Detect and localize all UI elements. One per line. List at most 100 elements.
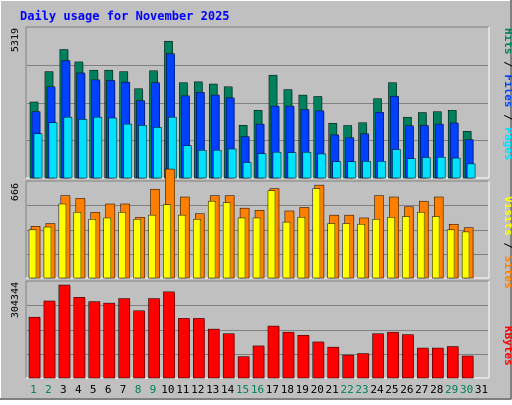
sites-bar	[133, 219, 141, 279]
sites-bar	[193, 219, 201, 279]
pages-bar	[138, 125, 147, 179]
kbytes-bar	[297, 334, 310, 379]
sites-bar	[342, 223, 350, 279]
x-day-label: 2	[45, 383, 52, 396]
sites-bar	[178, 214, 186, 279]
sites-bar	[387, 217, 395, 279]
x-day-label: 6	[105, 383, 112, 396]
sites-bar	[28, 229, 37, 279]
legend-visits: Visits	[502, 196, 512, 236]
pages-bar	[242, 162, 252, 179]
x-day-label: 7	[120, 383, 127, 396]
x-day-label: 16	[251, 383, 264, 396]
legend-visits-sites: Visits / Sites	[502, 196, 512, 289]
sites-bar	[207, 200, 216, 279]
x-day-label: 24	[370, 383, 384, 396]
kbytes-bar	[282, 331, 295, 379]
x-day-label: 21	[326, 383, 339, 396]
kbytes-bar	[28, 316, 41, 379]
sites-bar	[372, 219, 380, 279]
kbytes-panel	[25, 280, 490, 379]
pages-bar	[33, 133, 43, 179]
kbytes-bar	[432, 347, 444, 379]
x-day-label: 3	[60, 383, 67, 396]
sites-bar	[312, 188, 321, 279]
x-day-label: 12	[191, 383, 204, 396]
legend-files: Files	[502, 74, 512, 107]
x-day-label: 8	[135, 383, 142, 396]
x-day-label: 30	[460, 383, 473, 396]
x-day-label: 26	[400, 383, 413, 396]
kbytes-bar	[252, 345, 265, 379]
x-day-label: 31	[475, 383, 488, 396]
kbytes-bar	[446, 346, 459, 379]
kbytes-bar	[73, 297, 86, 379]
pages-bar	[377, 161, 386, 179]
sites-bar	[43, 226, 52, 279]
pages-bar	[257, 153, 267, 179]
sites-bar	[267, 190, 276, 279]
chart-title: Daily usage for November 2025	[20, 9, 230, 23]
pages-bar	[302, 152, 312, 179]
kbytes-bar	[417, 347, 429, 379]
legend-sep: /	[502, 61, 512, 68]
legend-sep: /	[502, 242, 512, 249]
kbytes-bar	[163, 291, 175, 379]
sites-bar	[327, 223, 335, 279]
sites-bar	[118, 212, 126, 279]
pages-bar	[212, 150, 222, 179]
pages-bar	[332, 161, 341, 179]
sites-bar	[103, 217, 111, 279]
sites-bar	[237, 217, 246, 279]
x-day-label: 23	[355, 383, 368, 396]
sites-bar	[461, 231, 470, 279]
x-day-label: 4	[75, 383, 82, 396]
x-day-label: 22	[340, 383, 353, 396]
legend-sites: Sites	[502, 256, 512, 289]
kbytes-bar	[88, 301, 100, 379]
kbytes-bar	[222, 333, 235, 379]
sites-bar	[163, 204, 171, 279]
kbytes-bar	[267, 325, 280, 379]
pages-bar	[437, 157, 446, 179]
sites-bar	[58, 203, 67, 279]
pages-bar	[48, 122, 58, 179]
kbytes-bar	[237, 356, 250, 379]
kbytes-bar	[327, 346, 339, 379]
legend-pages: Pages	[502, 127, 512, 160]
x-day-label: 1	[30, 383, 37, 396]
sites-bar	[417, 212, 425, 279]
sites-bar	[252, 217, 261, 279]
kbytes-bar	[58, 284, 71, 379]
kbytes-bar	[103, 302, 115, 379]
x-day-label: 19	[296, 383, 309, 396]
kbytes-bar	[148, 298, 160, 379]
x-day-label: 15	[236, 383, 249, 396]
pages-bar	[466, 163, 476, 179]
pages-bar	[272, 152, 282, 179]
kbytes-axis-max-label: 304344	[10, 282, 21, 318]
sites-bar	[297, 217, 306, 279]
sites-bar	[432, 216, 440, 279]
x-axis-day-labels: 1 2 3 4 5 6 7 8 9 10 11 12 13 14 15 16 17 18 19 20 21 22 23 24 2…	[30, 383, 488, 396]
hits-files-pages-panel	[25, 26, 490, 179]
x-day-label: 25	[385, 383, 398, 396]
x-day-label: 20	[311, 383, 324, 396]
pages-bar	[63, 116, 73, 179]
pages-bar	[407, 158, 416, 179]
sites-bar	[446, 229, 455, 279]
pages-bar	[78, 119, 88, 179]
x-day-label: 28	[430, 383, 443, 396]
pages-bar	[153, 127, 162, 179]
kbytes-bar	[118, 298, 130, 379]
kbytes-bar	[342, 354, 354, 379]
pages-bar	[392, 149, 401, 179]
legend-hits-files-pages: Hits / Files / Pages	[502, 28, 512, 161]
x-day-label: 13	[206, 383, 219, 396]
x-day-label: 29	[445, 383, 458, 396]
kbytes-bar	[461, 355, 474, 379]
x-day-label: 14	[221, 383, 235, 396]
visits-axis-max-label: 666	[10, 183, 21, 201]
sites-bar	[148, 214, 156, 279]
